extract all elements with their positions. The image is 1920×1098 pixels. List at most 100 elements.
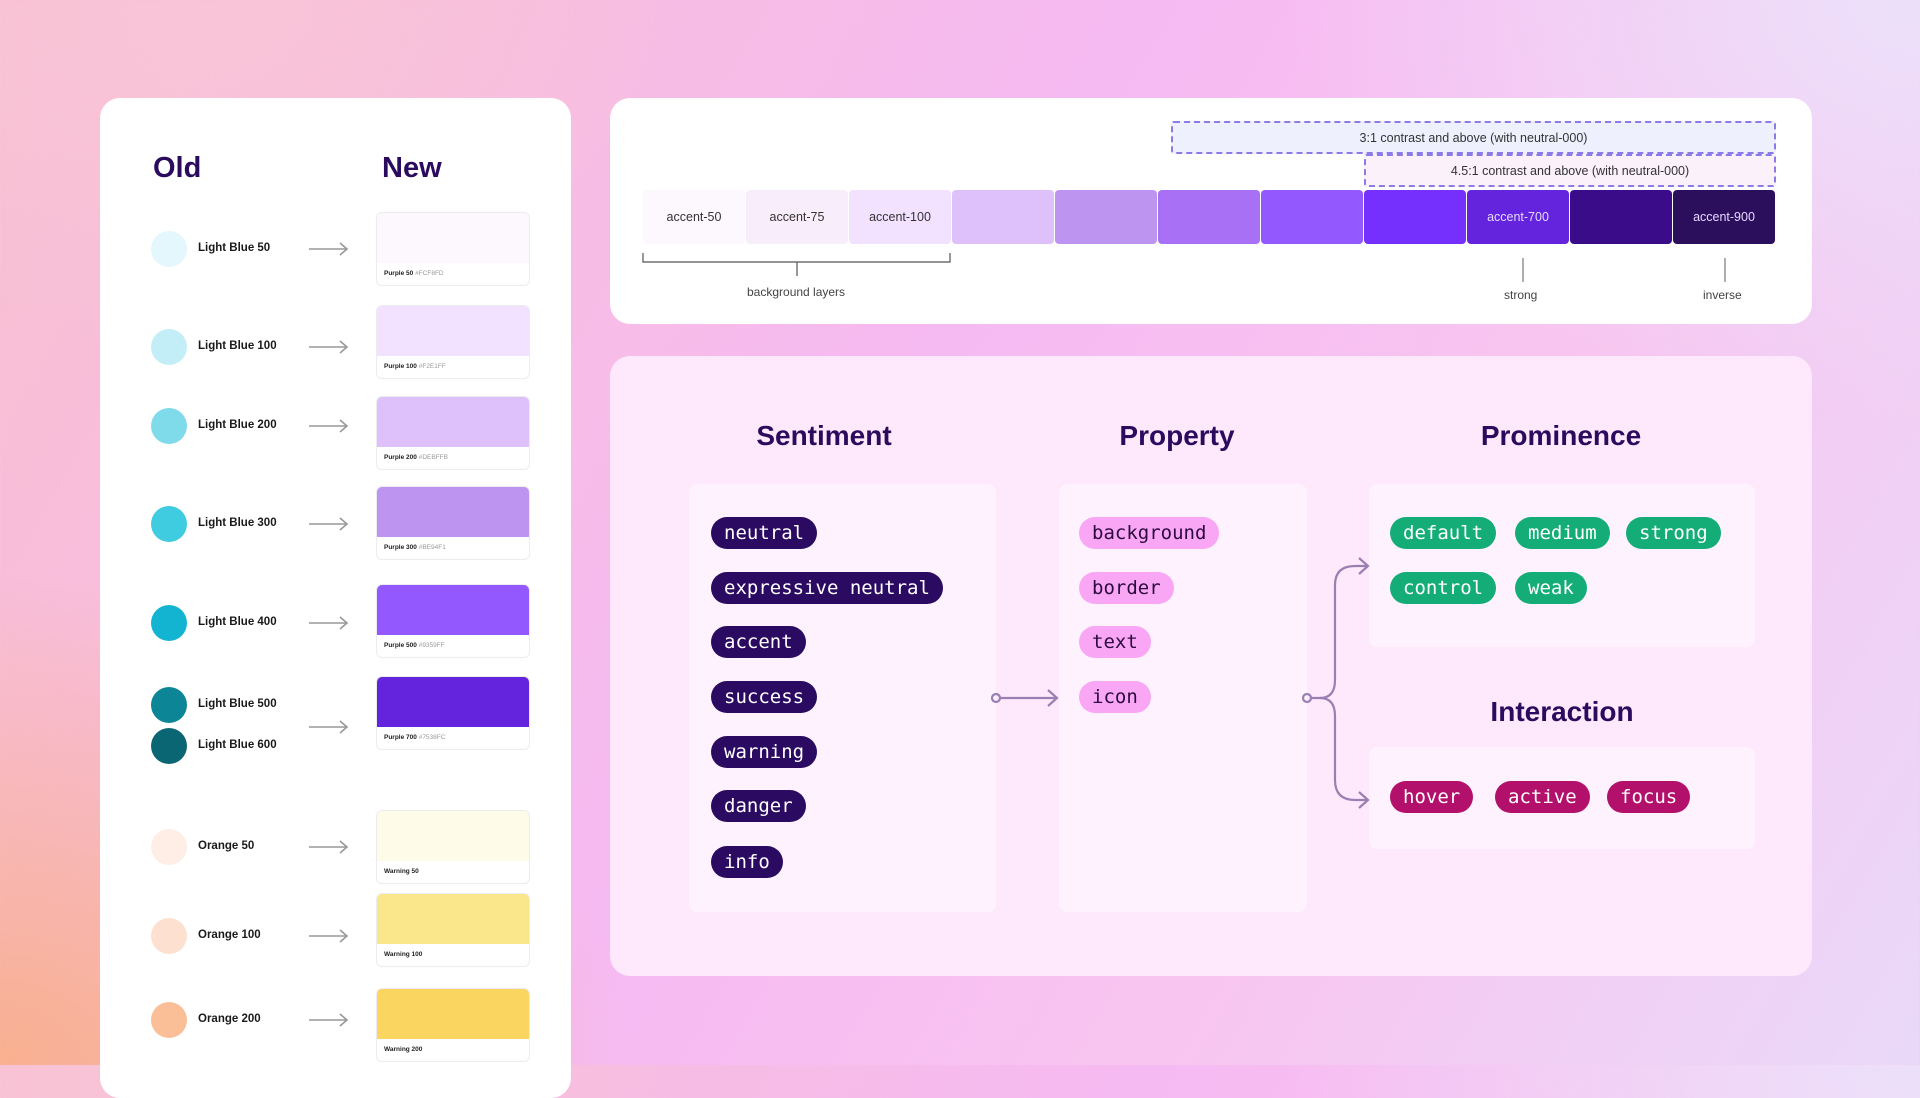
old-color-swatch <box>151 329 187 365</box>
swatch-name: Purple 100 <box>384 363 417 370</box>
old-color-swatch <box>151 918 187 954</box>
contrast-3-range: 3:1 contrast and above (with neutral-000… <box>1171 121 1776 154</box>
swatch-name: Purple 500 <box>384 642 417 649</box>
new-color-swatch: Purple 300 #BE94F1 <box>377 487 529 559</box>
swatch-fill <box>377 397 529 447</box>
swatch-fill <box>377 306 529 356</box>
old-heading: Old <box>153 152 202 184</box>
arrow-right-icon <box>309 720 349 734</box>
swatch-label: Purple 50 #FCF8FD <box>377 263 529 285</box>
swatch-label: Warning 200 <box>377 1039 529 1061</box>
property-token-pill: border <box>1079 572 1174 604</box>
contrast-4-5-range: 4.5:1 contrast and above (with neutral-0… <box>1364 154 1776 187</box>
sentiment-token-pill: neutral <box>711 517 818 549</box>
swatch-fill <box>377 677 529 727</box>
swatch-name: Purple 200 <box>384 454 417 461</box>
sentiment-heading: Sentiment <box>756 420 892 451</box>
property-token-pill: background <box>1079 517 1220 549</box>
swatch-hex: #9359FF <box>418 642 445 649</box>
swatch-label: Purple 200 #DEBFFB <box>377 447 529 469</box>
arrow-right-icon <box>309 929 349 943</box>
old-color-swatch <box>151 728 187 764</box>
new-color-swatch: Purple 50 #FCF8FD <box>377 213 529 285</box>
new-color-swatch: Warning 100 <box>377 894 529 966</box>
swatch-hex: #DEBFFB <box>418 454 448 461</box>
swatch-fill <box>377 213 529 263</box>
swatch-hex: #BE94F1 <box>418 544 446 551</box>
new-color-swatch: Purple 700 #7538FC <box>377 677 529 749</box>
accent-scale-cell <box>1364 190 1466 244</box>
arrow-right-icon <box>309 419 349 433</box>
old-color-label: Light Blue 100 <box>198 340 277 352</box>
old-color-label: Light Blue 500 <box>198 698 277 710</box>
prominence-token-pill: strong <box>1626 517 1721 549</box>
swatch-name: Warning 50 <box>384 868 419 875</box>
old-color-swatch <box>151 231 187 267</box>
old-color-swatch <box>151 687 187 723</box>
swatch-label: Purple 100 #F2E1FF <box>377 356 529 378</box>
interaction-token-pill: active <box>1495 781 1590 813</box>
interaction-token-pill: hover <box>1390 781 1474 813</box>
swatch-fill <box>377 487 529 537</box>
annotation-lines <box>642 253 1726 282</box>
swatch-fill <box>377 811 529 861</box>
prominence-token-pill: default <box>1390 517 1497 549</box>
accent-scale-cell <box>1158 190 1260 244</box>
swatch-hex: #7538FC <box>418 734 446 741</box>
background-layers-label: background layers <box>747 285 846 299</box>
swatch-hex: #FCF8FD <box>415 270 444 277</box>
swatch-name: Warning 200 <box>384 1046 423 1053</box>
arrow-right-icon <box>309 517 349 531</box>
new-color-swatch: Warning 200 <box>377 989 529 1061</box>
sentiment-token-pill: danger <box>711 790 806 822</box>
inverse-label: inverse <box>1703 288 1742 302</box>
new-color-swatch: Purple 100 #F2E1FF <box>377 306 529 378</box>
old-color-label: Light Blue 200 <box>198 419 277 431</box>
arrow-right-icon <box>309 242 349 256</box>
old-color-swatch <box>151 1002 187 1038</box>
flow-arrows <box>990 557 1370 809</box>
sentiment-token-pill: expressive neutral <box>711 572 943 604</box>
arrow-right-icon <box>309 840 349 854</box>
accent-scale-cell: accent-900 <box>1673 190 1775 244</box>
swatch-fill <box>377 585 529 635</box>
swatch-fill <box>377 989 529 1039</box>
old-color-label: Orange 50 <box>198 840 255 852</box>
sentiment-token-pill: success <box>711 681 818 713</box>
old-color-swatch <box>151 506 187 542</box>
swatch-label: Purple 700 #7538FC <box>377 727 529 749</box>
accent-scale-cell: accent-75 <box>746 190 848 244</box>
accent-scale-cell <box>1055 190 1157 244</box>
old-color-label: Light Blue 400 <box>198 616 277 628</box>
new-heading: New <box>382 152 442 184</box>
accent-scale-cell <box>1261 190 1363 244</box>
prominence-box <box>1369 484 1755 647</box>
swatch-label: Purple 300 #BE94F1 <box>377 537 529 559</box>
swatch-label: Warning 50 <box>377 861 529 883</box>
swatch-fill <box>377 894 529 944</box>
prominence-heading: Prominence <box>1480 420 1642 451</box>
arrow-right-icon <box>309 1013 349 1027</box>
sentiment-token-pill: accent <box>711 626 806 658</box>
sentiment-token-pill: warning <box>711 736 818 768</box>
old-color-label: Light Blue 300 <box>198 517 277 529</box>
old-color-label: Orange 200 <box>198 1013 261 1025</box>
swatch-name: Warning 100 <box>384 951 423 958</box>
swatch-name: Purple 50 <box>384 270 414 277</box>
accent-scale-cell: accent-50 <box>643 190 745 244</box>
property-token-pill: text <box>1079 626 1151 658</box>
swatch-name: Purple 300 <box>384 544 417 551</box>
accent-scale-cell: accent-100 <box>849 190 951 244</box>
old-color-label: Orange 100 <box>198 929 261 941</box>
prominence-token-pill: medium <box>1515 517 1610 549</box>
swatch-hex: #F2E1FF <box>418 363 446 370</box>
old-color-label: Light Blue 50 <box>198 242 271 254</box>
new-color-swatch: Warning 50 <box>377 811 529 883</box>
prominence-token-pill: weak <box>1515 572 1587 604</box>
interaction-heading: Interaction <box>1490 696 1634 727</box>
old-color-swatch <box>151 408 187 444</box>
strong-label: strong <box>1504 288 1538 302</box>
old-color-swatch <box>151 605 187 641</box>
swatch-name: Purple 700 <box>384 734 417 741</box>
accent-scale-cell <box>952 190 1054 244</box>
